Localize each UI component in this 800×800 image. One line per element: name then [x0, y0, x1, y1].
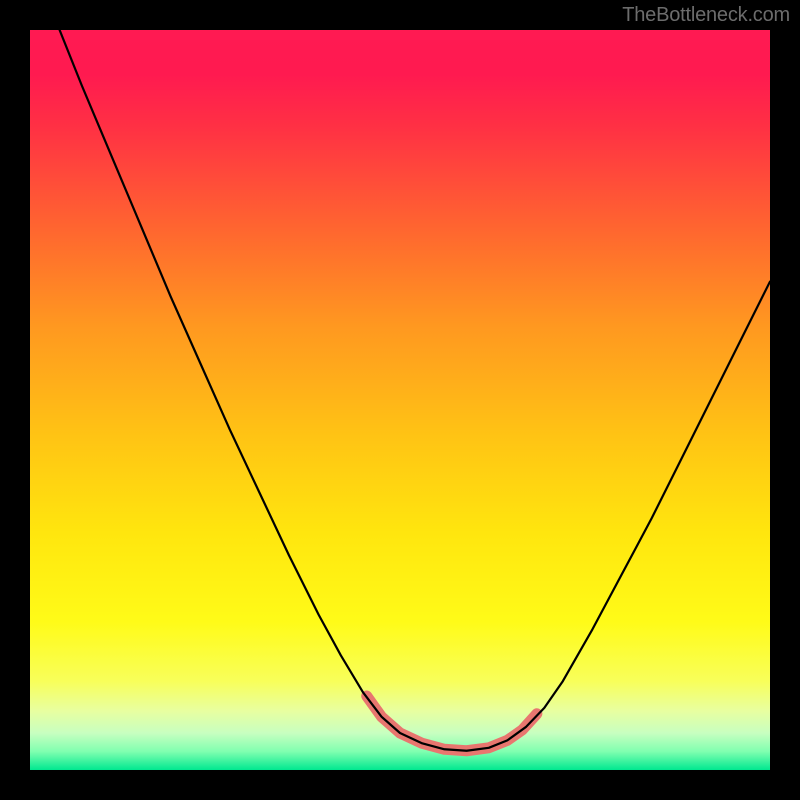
watermark-text: TheBottleneck.com [622, 4, 790, 27]
bottleneck-highlight [367, 696, 537, 751]
bottleneck-curve [60, 30, 770, 751]
chart-frame: TheBottleneck.com [0, 0, 800, 800]
curve-layer [30, 30, 770, 770]
plot-area [30, 30, 770, 770]
